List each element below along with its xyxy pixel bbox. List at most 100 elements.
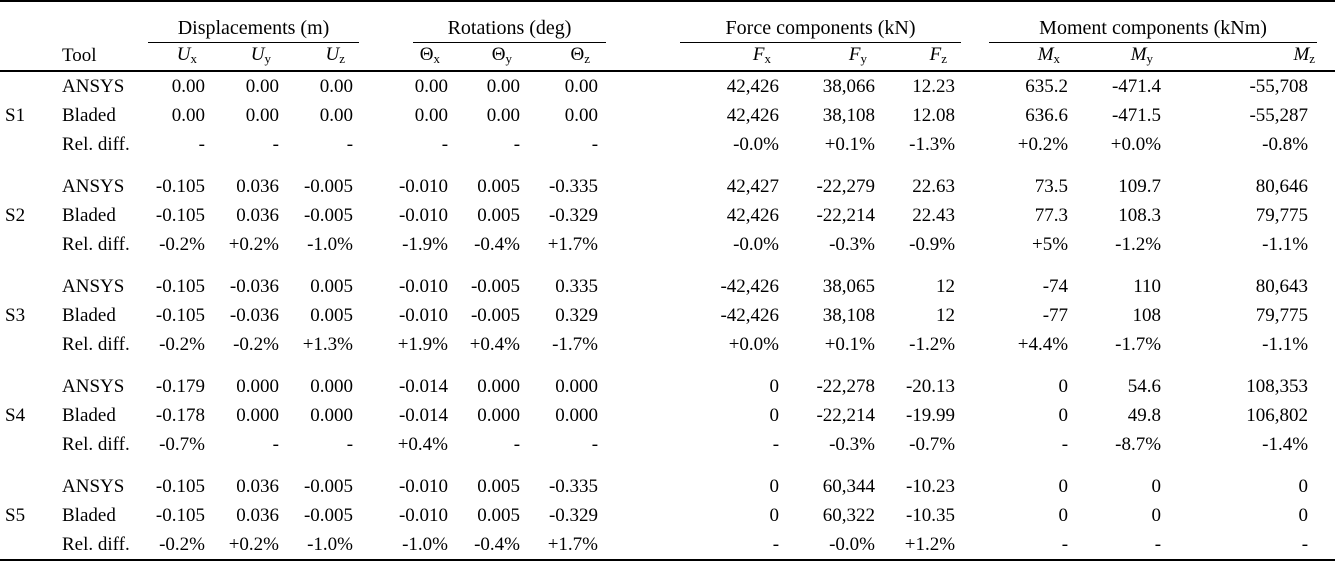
value-cell: -: [198, 133, 205, 155]
value-cell: +1.7%: [547, 233, 599, 255]
value-cell: -0.2%: [159, 333, 205, 355]
col-header-moment-components-x: Mx: [967, 43, 1081, 72]
symbol-base: F: [752, 44, 765, 65]
value-cell: 0: [1151, 475, 1162, 497]
symbol-base: Θ: [419, 44, 434, 65]
value-cell: 0: [1151, 504, 1162, 526]
value-cell: 79,775: [1255, 304, 1309, 326]
symbol-subscript: z: [584, 51, 591, 66]
section-gap-cell: [0, 159, 1335, 172]
value-cell: 0.036: [236, 475, 279, 497]
value-cell: -: [272, 433, 279, 455]
value-cell: -0.329: [548, 204, 599, 226]
value-cell: 106,802: [1246, 404, 1309, 426]
value-cell: -0.105: [155, 304, 205, 326]
value-cell: -0.005: [303, 504, 354, 526]
value-cell: -19.99: [905, 404, 956, 426]
value-cell: -1.1%: [1262, 333, 1309, 355]
value-cell: +1.7%: [547, 533, 599, 555]
value-cell: -471.4: [1111, 75, 1162, 97]
value-cell: -77: [1042, 304, 1069, 326]
value-cell: -0.3%: [829, 433, 876, 455]
tool-cell: Bladed: [62, 504, 116, 526]
value-cell: -0.010: [398, 504, 449, 526]
table-row-s1-0: S1 ANSYS 0.00 0.00 0.00 0.00 0.00 0.00 42,426 38,…: [0, 71, 1335, 126]
value-cell: +0.1%: [824, 333, 876, 355]
value-cell: -: [772, 433, 780, 455]
value-cell: -1.4%: [1262, 433, 1309, 455]
symbol-base: F: [848, 44, 861, 65]
section-label-s3: S3: [5, 304, 26, 326]
value-cell: -0.010: [398, 275, 449, 297]
value-cell: +1.3%: [302, 333, 354, 355]
value-cell: -1.3%: [909, 133, 956, 155]
value-cell: -0.036: [229, 304, 279, 326]
value-cell: -0.105: [155, 175, 205, 197]
symbol-base: Θ: [570, 44, 585, 65]
value-cell: 73.5: [1034, 175, 1069, 197]
symbol-subscript: x: [190, 51, 198, 66]
value-cell: -: [1154, 533, 1162, 555]
value-cell: 0.00: [414, 104, 449, 126]
symbol-subscript: y: [264, 51, 272, 66]
value-cell: 0: [769, 375, 780, 397]
value-cell: -1.0%: [307, 533, 354, 555]
value-cell: 0.036: [236, 204, 279, 226]
value-cell: 0: [769, 475, 780, 497]
value-cell: 0.329: [555, 304, 599, 326]
col-header-moment-components-z: Mz: [1173, 43, 1335, 72]
value-cell: +1.2%: [904, 533, 956, 555]
value-cell: 38,066: [822, 75, 876, 97]
value-cell: +0.2%: [228, 233, 279, 255]
value-cell: -: [1301, 533, 1309, 555]
value-cell: +1.9%: [397, 333, 449, 355]
value-cell: 0.00: [414, 75, 449, 97]
group-header-label-moment-components: Moment components (kNm): [989, 10, 1318, 43]
value-cell: 0: [1058, 375, 1069, 397]
value-cell: -: [346, 133, 354, 155]
value-cell: 0.00: [486, 75, 521, 97]
value-cell: -1.2%: [909, 333, 956, 355]
tool-cell: Rel. diff.: [62, 233, 130, 255]
symbol-subscript: x: [1053, 51, 1061, 66]
value-cell: +5%: [1032, 233, 1069, 255]
value-cell: 0.00: [319, 104, 354, 126]
value-cell: 0.000: [555, 375, 599, 397]
value-cell: -: [272, 133, 279, 155]
value-cell: -0.2%: [233, 333, 279, 355]
group-header-label-rotations: Rotations (deg): [413, 10, 607, 43]
corner-cell: [0, 1, 56, 72]
value-cell: 0.000: [310, 375, 354, 397]
table-row-s3-1: Bladed -0.105 -0.036 0.005 -0.010 -0.005 0.329…: [0, 301, 1335, 330]
col-header-force-components-z: Fz: [887, 43, 968, 72]
value-cell: 0.005: [477, 504, 521, 526]
tool-cell: ANSYS: [62, 275, 125, 297]
value-cell: -: [772, 533, 780, 555]
table-row-s2-2: Rel. diff. -0.2% +0.2% -1.0% -1.9% -0.4% +1.7%…: [0, 230, 1335, 259]
value-cell: -0.005: [303, 475, 354, 497]
value-cell: -55,287: [1249, 104, 1309, 126]
tool-cell: ANSYS: [62, 75, 125, 97]
table-row-s4-2: Rel. diff. -0.7% - - +0.4% - - - -0.3% -0.7% - -8.7…: [0, 430, 1335, 459]
value-cell: 0.000: [555, 404, 599, 426]
symbol-header-row: Ux Uy Uz Θx Θy Θz Fx Fy Fz Mx My Mz: [0, 43, 1335, 72]
value-cell: -22,279: [816, 175, 876, 197]
value-cell: -42,426: [720, 275, 780, 297]
value-cell: -0.179: [155, 375, 205, 397]
table-row-s3-2: Rel. diff. -0.2% -0.2% +1.3% +1.9% +0.4% -1.7%…: [0, 330, 1335, 359]
value-cell: 38,108: [822, 104, 876, 126]
value-cell: -0.010: [398, 304, 449, 326]
value-cell: -0.335: [548, 175, 599, 197]
value-cell: 54.6: [1127, 375, 1162, 397]
value-cell: 60,344: [822, 475, 876, 497]
section-gap-cell: [0, 459, 1335, 472]
value-cell: -22,214: [816, 204, 876, 226]
value-cell: -0.2%: [159, 533, 205, 555]
tool-cell: Rel. diff.: [62, 133, 130, 155]
value-cell: +0.1%: [824, 133, 876, 155]
tool-cell: ANSYS: [62, 375, 125, 397]
value-cell: 108: [1132, 304, 1162, 326]
value-cell: -0.9%: [909, 233, 956, 255]
table-row-s1-1: Bladed 0.00 0.00 0.00 0.00 0.00 0.00 42,426 38,1…: [0, 101, 1335, 130]
